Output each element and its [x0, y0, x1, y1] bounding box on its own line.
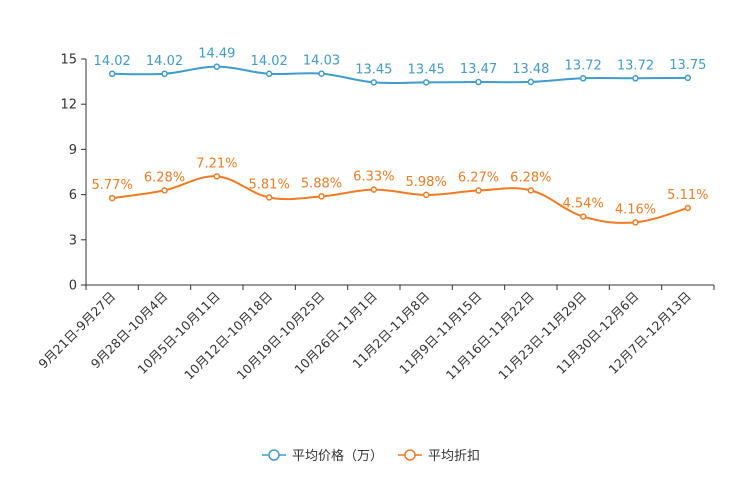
data-point[interactable]	[161, 70, 168, 78]
data-label: 14.02	[146, 54, 183, 69]
data-point[interactable]	[632, 75, 639, 82]
y-tick-label: 0	[69, 279, 77, 294]
x-tick-label: 11月23日-11月29日	[495, 289, 589, 383]
data-label: 13.75	[669, 58, 706, 73]
data-point[interactable]	[527, 78, 535, 86]
data-label: 13.45	[408, 62, 445, 77]
data-label: 14.03	[303, 54, 340, 69]
data-label: 6.28%	[510, 170, 551, 185]
y-axis: 0 3 6 9 12 15	[60, 53, 87, 294]
data-point[interactable]	[632, 219, 639, 226]
y-tick-label: 9	[69, 143, 77, 158]
legend-item-0[interactable]: 平均价格（万）	[262, 448, 383, 464]
data-label: 13.72	[617, 58, 654, 73]
data-point[interactable]	[684, 74, 692, 82]
data-point[interactable]	[161, 187, 168, 194]
legend-swatch-marker	[268, 449, 280, 461]
data-point[interactable]	[422, 191, 430, 199]
y-tick-label: 3	[69, 233, 77, 248]
data-point[interactable]	[318, 70, 325, 77]
y-tick-label: 15	[60, 53, 77, 68]
data-label: 5.77%	[92, 178, 133, 193]
legend-swatch-marker	[404, 449, 416, 461]
data-label: 7.21%	[196, 156, 237, 171]
data-point[interactable]	[370, 186, 378, 193]
x-tick-label: 11月16日-11月22日	[443, 289, 537, 383]
data-label: 13.72	[565, 58, 602, 73]
series-layer: 14.02 14.02 14.49 14.02 14.03 13.45 13.45 13.47…	[92, 47, 708, 226]
data-point[interactable]	[318, 193, 325, 200]
data-point[interactable]	[684, 204, 692, 212]
data-label: 5.11%	[667, 188, 708, 203]
data-label: 14.02	[251, 54, 288, 69]
data-point[interactable]	[579, 75, 587, 82]
data-label: 6.28%	[144, 170, 185, 185]
data-point[interactable]	[108, 194, 116, 202]
data-point[interactable]	[370, 79, 378, 86]
data-label: 4.16%	[615, 202, 656, 217]
legend[interactable]: 平均价格（万） 平均折扣	[262, 448, 480, 464]
legend-item-1[interactable]: 平均折扣	[398, 449, 480, 464]
data-label: 6.27%	[458, 171, 499, 186]
data-label: 5.98%	[406, 175, 447, 190]
data-label: 5.88%	[301, 176, 342, 191]
data-point[interactable]	[265, 194, 273, 201]
series-0: 14.02 14.02 14.49 14.02 14.03 13.45 13.45 13.47…	[94, 47, 706, 86]
data-label: 14.02	[94, 54, 131, 69]
data-label: 4.54%	[563, 197, 604, 212]
data-label: 6.33%	[353, 170, 394, 185]
data-point[interactable]	[527, 187, 535, 194]
series-line	[112, 175, 689, 224]
y-tick-label: 12	[60, 98, 77, 113]
data-point[interactable]	[579, 213, 587, 220]
x-tick-label: 10月12日-10月18日	[181, 289, 275, 383]
data-label: 13.45	[355, 62, 392, 77]
legend-label: 平均价格（万）	[292, 448, 383, 464]
data-point[interactable]	[475, 78, 482, 86]
data-point[interactable]	[213, 173, 221, 180]
series-line	[112, 65, 688, 85]
data-label: 14.49	[198, 47, 235, 62]
x-axis: 9月21日-9月27日9月28日-10月4日10月5日-10月11日10月12日…	[35, 284, 715, 383]
x-tick-label: 10月19日-10月25日	[233, 289, 327, 383]
legend-label: 平均折扣	[428, 449, 480, 464]
data-point[interactable]	[422, 79, 430, 86]
data-label: 5.81%	[249, 177, 290, 192]
data-point[interactable]	[265, 70, 273, 78]
data-point[interactable]	[213, 63, 221, 70]
data-label: 13.48	[512, 62, 549, 77]
data-point[interactable]	[475, 187, 482, 194]
data-point[interactable]	[108, 70, 116, 78]
series-1: 5.77% 6.28% 7.21% 5.81% 5.88% 6.33% 5.98% 6.27%…	[92, 156, 708, 226]
data-label: 13.47	[460, 62, 497, 77]
y-tick-label: 6	[69, 188, 77, 203]
